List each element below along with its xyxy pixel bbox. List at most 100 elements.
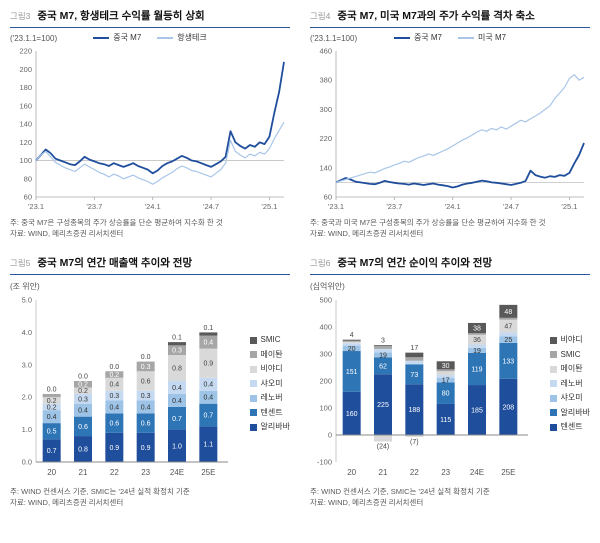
svg-text:0.8: 0.8 [172, 366, 182, 373]
svg-text:0.7: 0.7 [172, 416, 182, 423]
svg-text:3.0: 3.0 [22, 360, 32, 369]
svg-text:0.6: 0.6 [141, 421, 151, 428]
svg-text:220: 220 [19, 47, 32, 56]
svg-text:'24.1: '24.1 [445, 202, 461, 211]
svg-text:4.0: 4.0 [22, 328, 32, 337]
svg-text:0.0: 0.0 [141, 354, 151, 361]
svg-text:48: 48 [504, 309, 512, 316]
legend-item-alibaba: 알리바바 [549, 407, 590, 417]
tencent-legend-swatch [249, 409, 257, 416]
figure6-meta: (십억위안) [310, 279, 590, 294]
svg-text:151: 151 [346, 369, 358, 376]
svg-text:60: 60 [24, 193, 32, 202]
legend-item-china-m7: 중국 M7 [93, 34, 141, 42]
revenue-stacked-bar-chart: 0.0 1.0 2.0 3.0 4.0 5.0 20 21 22 23 24E 25E 0.7 0.5 0.… [22, 296, 228, 477]
legend-label: 메이퇀 [560, 364, 583, 373]
svg-text:0.4: 0.4 [203, 382, 213, 389]
svg-text:0.9: 0.9 [109, 445, 119, 452]
svg-text:0.6: 0.6 [109, 421, 119, 428]
figure3-header: 그림3 중국 M7, 항생테크 수익률 월등히 상회 [10, 8, 290, 28]
legend-label: 레노버 [560, 378, 583, 388]
legend-item-hstech: 항생테크 [157, 33, 207, 42]
legend-label: SMIC [260, 335, 281, 344]
legend-item-lenovo: 레노버 [549, 378, 590, 388]
legend-label: 샤오미 [260, 378, 283, 388]
svg-text:'24.1: '24.1 [145, 202, 161, 211]
svg-text:17: 17 [442, 378, 450, 385]
svg-text:0.2: 0.2 [47, 398, 57, 405]
legend-label: 비야디 [560, 335, 583, 344]
legend-label: SMIC [560, 349, 581, 359]
svg-text:0.6: 0.6 [78, 424, 88, 431]
svg-text:160: 160 [346, 411, 358, 418]
legend-label: 메이퇀 [260, 349, 283, 359]
svg-text:400: 400 [319, 323, 332, 332]
legend-item-tencent: 텐센트 [249, 408, 290, 417]
svg-text:0.4: 0.4 [109, 404, 119, 411]
svg-text:0.1: 0.1 [172, 335, 182, 342]
svg-text:21: 21 [79, 468, 88, 477]
figure-tag: 그림4 [310, 11, 331, 21]
svg-text:180: 180 [19, 83, 32, 92]
svg-text:0.4: 0.4 [172, 385, 182, 392]
svg-text:133: 133 [502, 358, 514, 365]
svg-text:119: 119 [471, 366, 482, 373]
axis-unit-label: ('23.1.1=100) [10, 34, 58, 43]
svg-text:'24.7: '24.7 [203, 202, 219, 211]
svg-text:185: 185 [471, 408, 483, 415]
svg-text:208: 208 [502, 404, 514, 411]
legend-label: 알리바바 [560, 407, 590, 417]
legend-item-alibaba: 알리바바 [249, 423, 290, 431]
figure6-card: 그림6 중국 M7의 연간 순이익 추이와 전망 (십억위안) -100 0 100… [310, 255, 590, 508]
legend-item-tencent: 텐센트 [549, 423, 590, 431]
svg-text:115: 115 [440, 417, 451, 424]
legend-label: 비야디 [260, 364, 283, 373]
svg-text:22: 22 [110, 468, 119, 477]
line-chart-china-m7-vs-hstech: 60 80 100 120 140 160 180 200 220 '23.1 '23.7 '24.1… [19, 47, 285, 211]
svg-text:0.9: 0.9 [141, 445, 151, 452]
svg-text:0.1: 0.1 [203, 325, 213, 332]
svg-text:'23.1: '23.1 [28, 202, 44, 211]
smic-legend-swatch [249, 336, 257, 344]
us-m7-legend-swatch [458, 37, 474, 39]
svg-text:188: 188 [408, 407, 420, 414]
figure-title: 중국 M7의 연간 순이익 추이와 전망 [337, 257, 493, 269]
legend-label: 중국 M7 [413, 33, 442, 42]
svg-text:380: 380 [319, 76, 332, 85]
svg-text:120: 120 [19, 138, 32, 147]
source-line: 자료: WIND, 메리츠증권 리서치센터 [10, 497, 124, 507]
legend-item-smic: SMIC [249, 335, 290, 344]
svg-text:60: 60 [324, 193, 332, 202]
legend-label: 항생테크 [177, 33, 207, 42]
legend-item-byd: 비야디 [549, 335, 590, 344]
china-m7-legend-swatch [393, 36, 410, 40]
figure5-notes: 주: WIND 컨센서스 기준, SMIC는 '24년 실적 확정치 기준 자료… [10, 487, 290, 508]
svg-text:25E: 25E [501, 468, 515, 477]
meituan-legend-swatch [249, 351, 257, 358]
figure4-plot-area: 60 140 220 300 380 460 '23.1 '23.7 '24.1 '24.7 '25… [310, 47, 590, 215]
legend-item-meituan: 메이퇀 [549, 364, 590, 373]
figure4-meta: ('23.1.1=100) 중국 M7 미국 M7 [310, 32, 590, 47]
svg-text:23: 23 [141, 468, 150, 477]
svg-text:225: 225 [377, 402, 389, 409]
byd-legend-swatch [549, 336, 557, 344]
tencent-legend-swatch [549, 423, 557, 431]
svg-text:1.0: 1.0 [22, 425, 32, 434]
axis-unit-label: (십억위안) [310, 282, 345, 291]
svg-text:'25.1: '25.1 [261, 202, 277, 211]
svg-text:20: 20 [347, 468, 356, 477]
legend-label: 샤오미 [560, 393, 583, 402]
xiaomi-legend-swatch [549, 394, 557, 402]
figure5-legend: SMIC 메이퇀 비야디 샤오미 레노버 텐센트 알리바바 [249, 335, 290, 431]
svg-text:0.7: 0.7 [203, 413, 213, 420]
svg-text:0.3: 0.3 [141, 364, 151, 371]
figure5-card: 그림5 중국 M7의 연간 매출액 추이와 전망 (조 위안) 0.0 1.0 2.… [10, 255, 290, 508]
svg-text:220: 220 [319, 134, 332, 143]
svg-text:0.3: 0.3 [172, 348, 182, 355]
note-line: 주: WIND 컨센서스 기준, SMIC는 '24년 실적 확정치 기준 [10, 487, 190, 496]
svg-text:1.1: 1.1 [203, 442, 213, 449]
svg-text:0.4: 0.4 [203, 340, 213, 347]
svg-text:160: 160 [19, 101, 32, 110]
figure-grid: 그림3 중국 M7, 항생테크 수익률 월등히 상회 ('23.1.1=100)… [10, 8, 590, 508]
svg-text:20: 20 [47, 468, 56, 477]
